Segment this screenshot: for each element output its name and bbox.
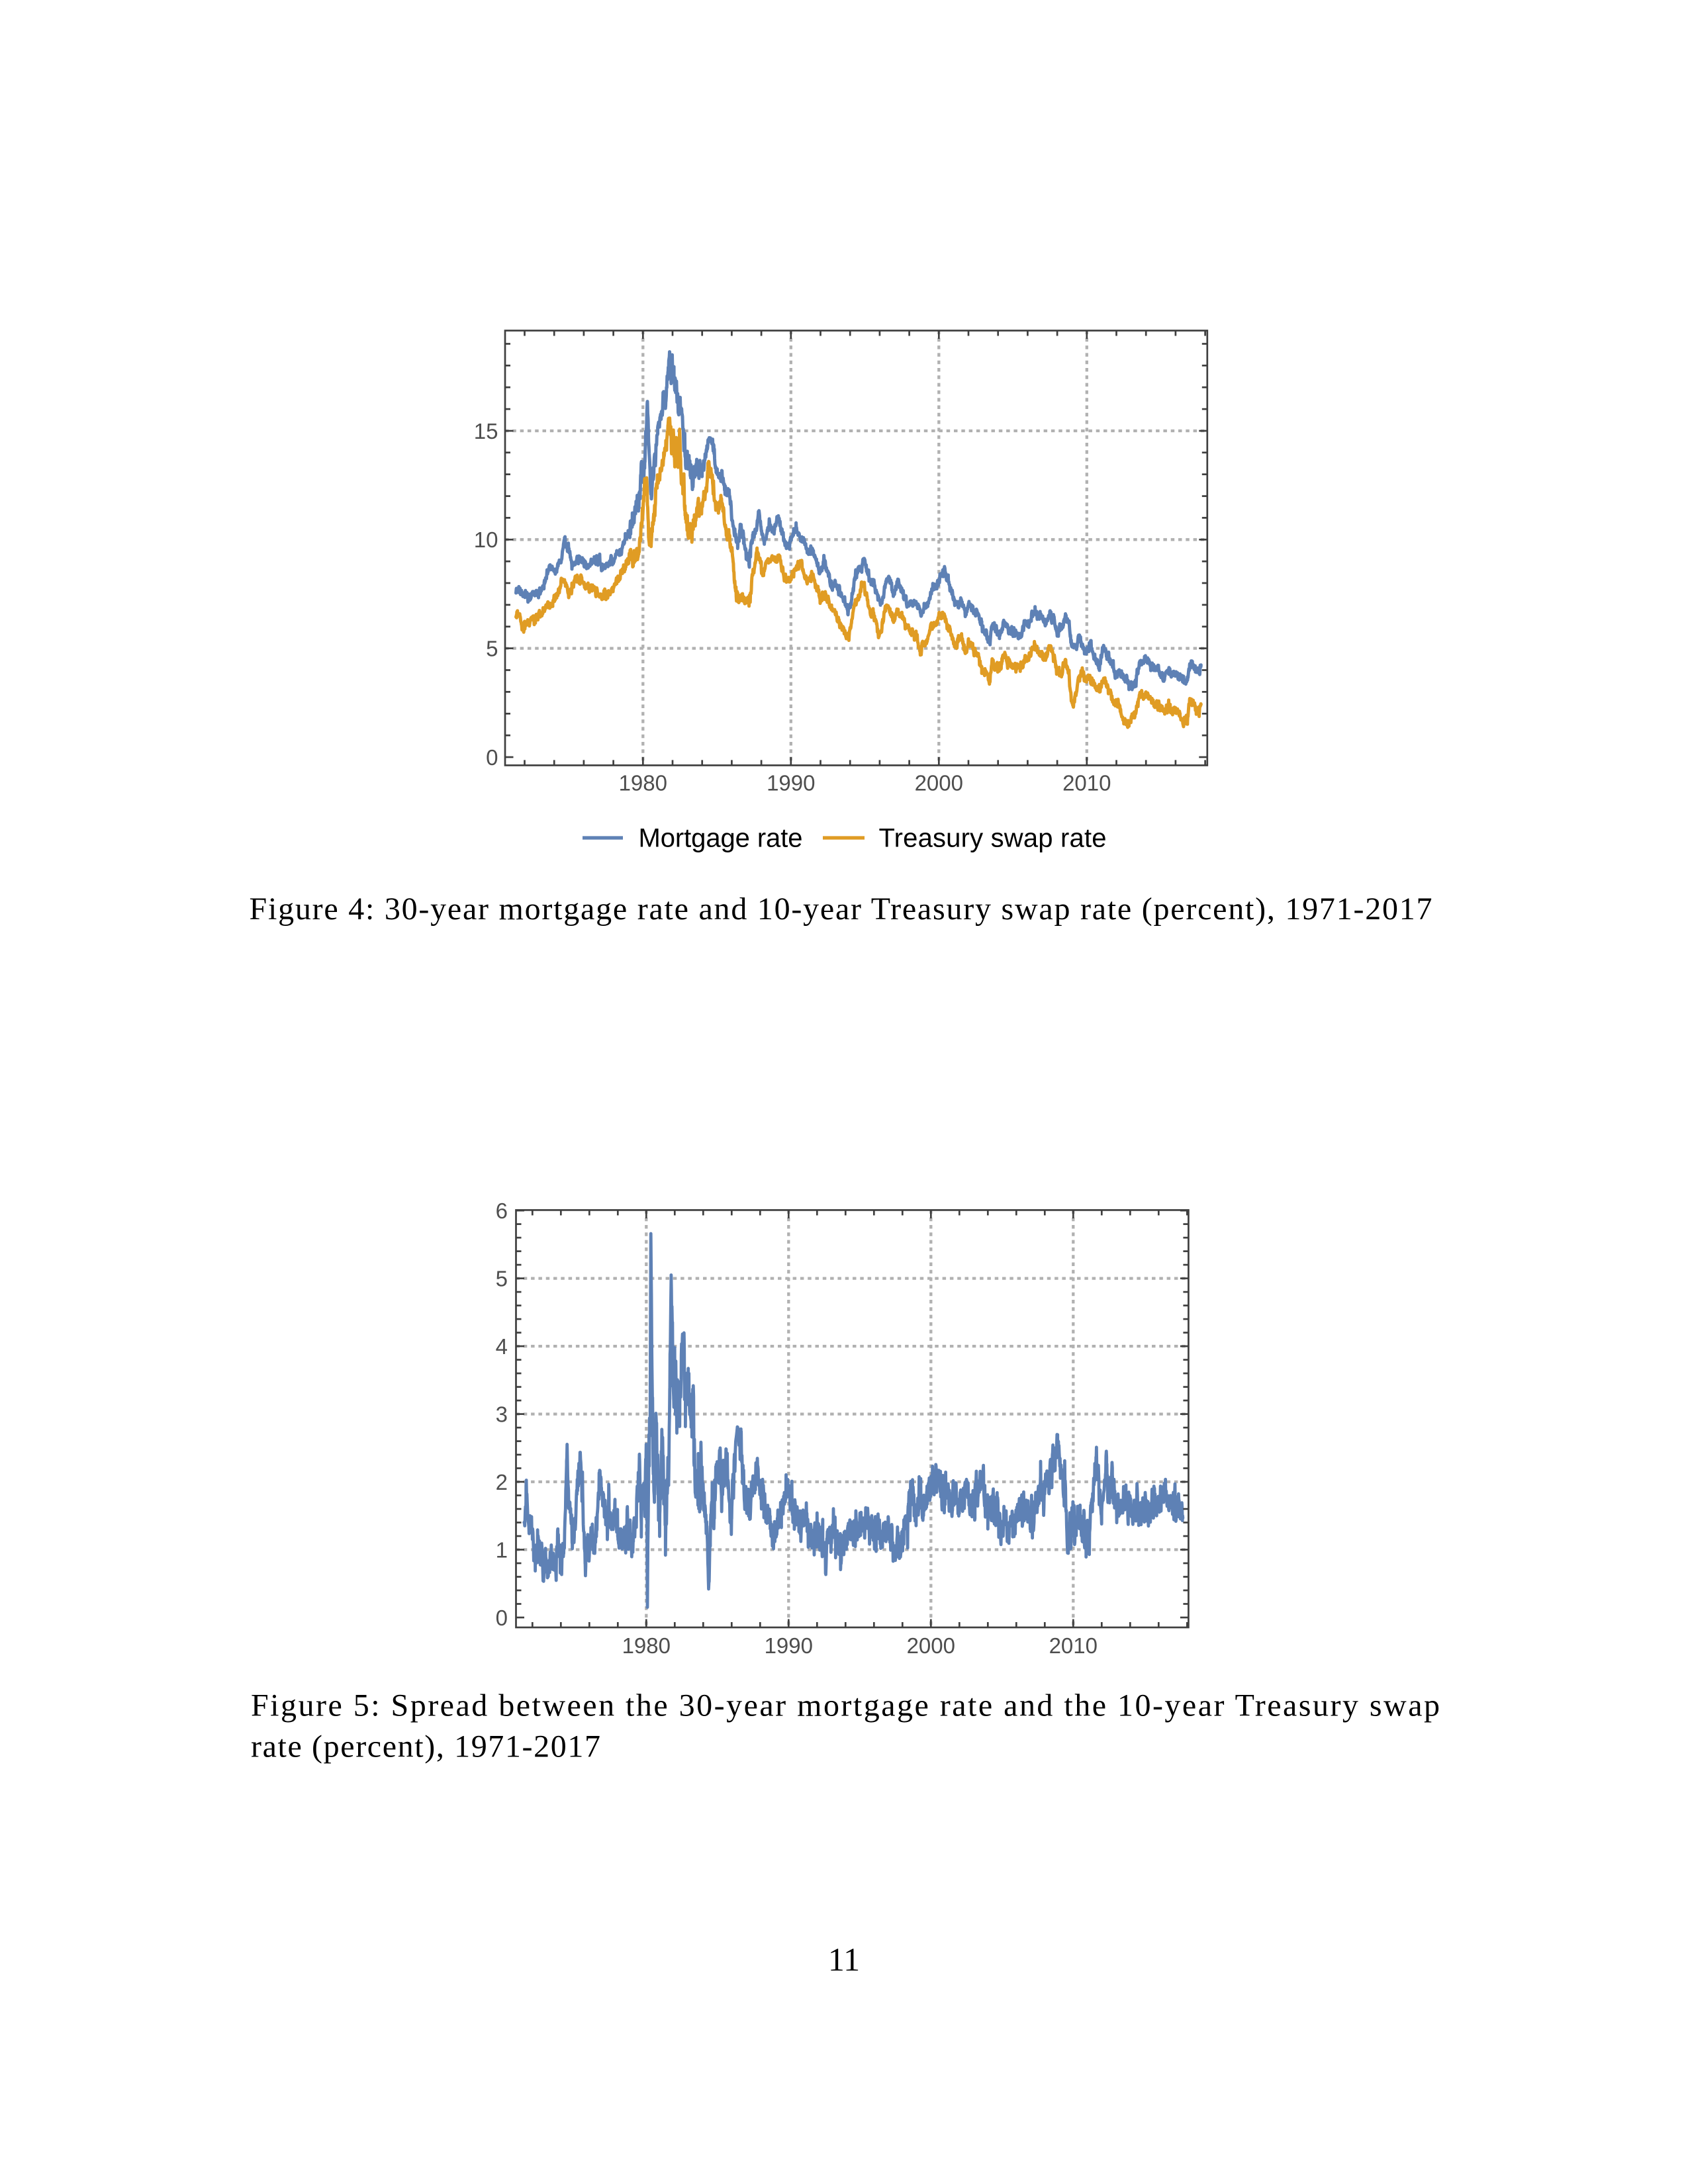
svg-text:2000: 2000 [915,771,963,796]
svg-text:Mortgage rate: Mortgage rate [639,823,803,852]
svg-text:2010: 2010 [1049,1633,1098,1658]
svg-text:15: 15 [474,419,498,443]
svg-text:10: 10 [474,527,498,552]
svg-text:2010: 2010 [1062,771,1111,796]
svg-text:4: 4 [496,1334,508,1359]
svg-text:1990: 1990 [765,1633,813,1658]
svg-text:Treasury swap rate: Treasury swap rate [879,823,1107,852]
svg-text:1980: 1980 [622,1633,671,1658]
svg-text:1980: 1980 [619,771,667,796]
svg-text:0: 0 [496,1606,508,1630]
svg-text:rate (percent), 1971-2017: rate (percent), 1971-2017 [251,1729,600,1764]
svg-text:6: 6 [496,1199,508,1223]
svg-text:1: 1 [496,1537,508,1562]
svg-text:0: 0 [486,745,498,770]
svg-text:11: 11 [828,1941,860,1978]
svg-text:Figure 5: Spread between the 3: Figure 5: Spread between the 30-year mor… [251,1688,1440,1723]
svg-text:Figure 4: 30-year mortgage rat: Figure 4: 30-year mortgage rate and 10-y… [250,891,1432,927]
svg-text:2: 2 [496,1470,508,1494]
svg-text:3: 3 [496,1402,508,1426]
svg-text:5: 5 [496,1266,508,1291]
svg-text:1990: 1990 [767,771,815,796]
svg-text:2000: 2000 [907,1633,955,1658]
svg-text:5: 5 [486,636,498,660]
